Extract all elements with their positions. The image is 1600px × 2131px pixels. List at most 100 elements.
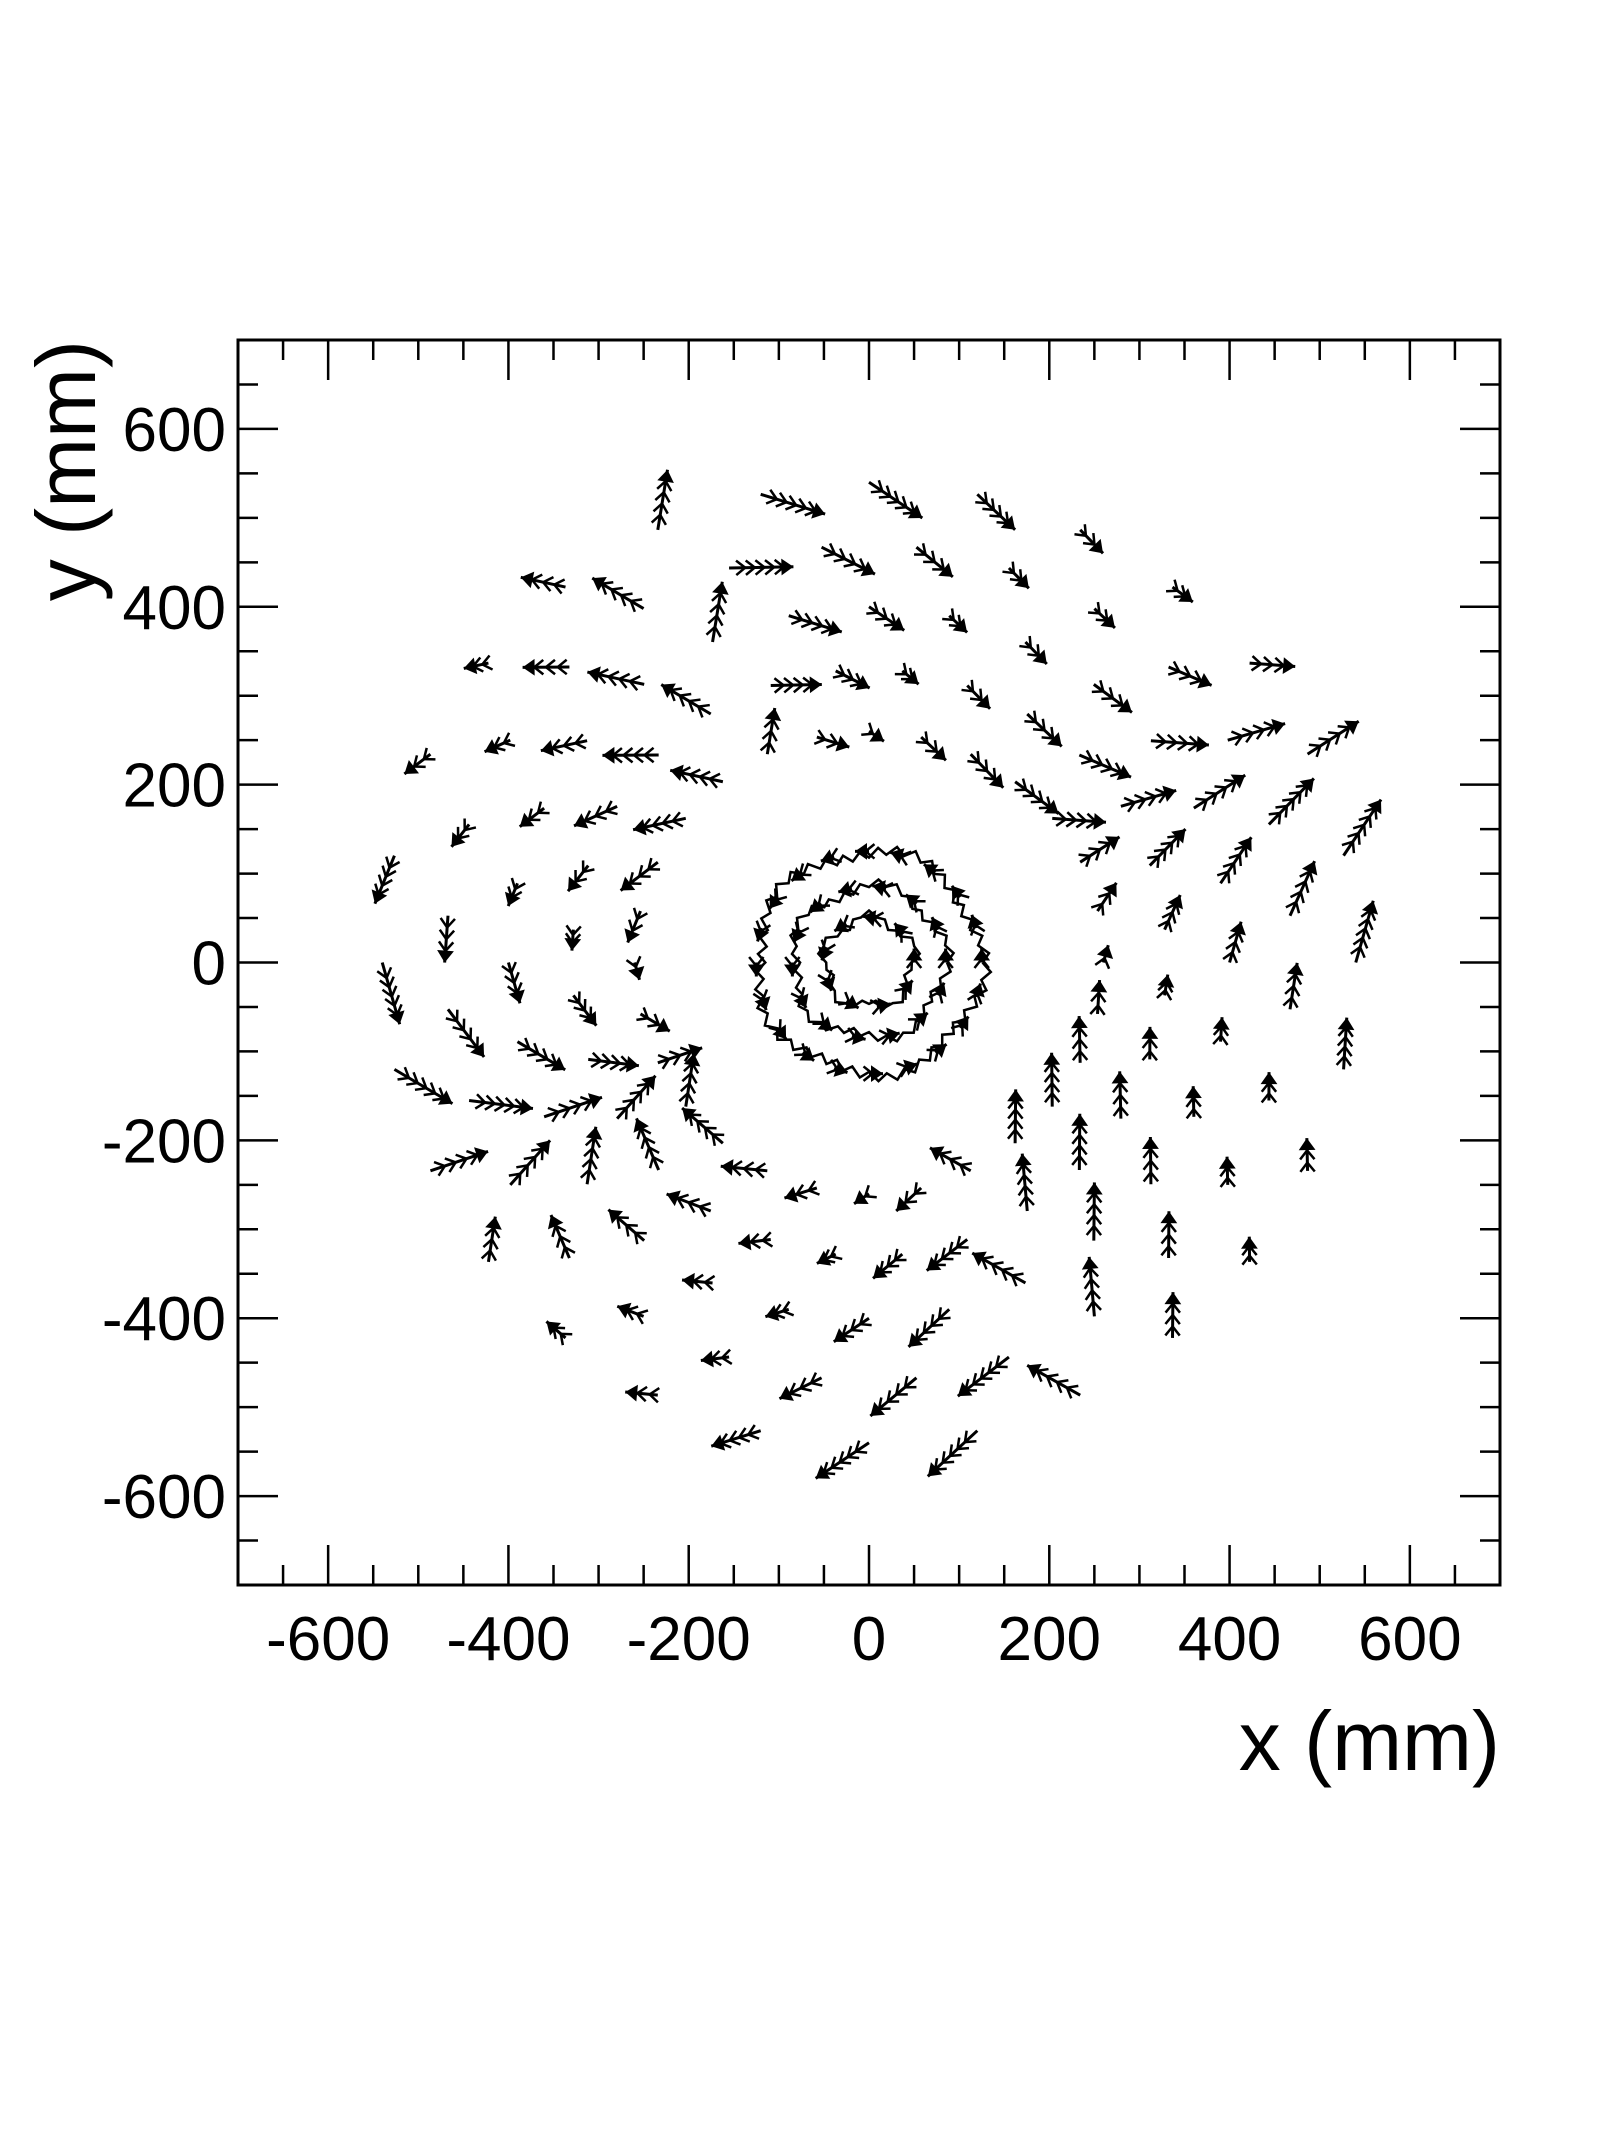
arrow-barb bbox=[839, 1461, 852, 1465]
arrow-barb bbox=[646, 1083, 650, 1096]
arrow-barb bbox=[636, 912, 648, 921]
arrow-barb bbox=[1119, 1082, 1129, 1093]
arrow-head bbox=[908, 1332, 924, 1347]
arrow-barb bbox=[1187, 743, 1199, 752]
arrow-barb bbox=[1105, 758, 1113, 770]
vector-arrow bbox=[1090, 881, 1118, 916]
arrow-head bbox=[967, 914, 984, 929]
arrow-head bbox=[809, 676, 822, 694]
vector-arrow bbox=[522, 658, 570, 676]
arrow-barb bbox=[1212, 1034, 1222, 1045]
arrow-barb bbox=[984, 759, 989, 772]
arrow-barb bbox=[745, 566, 756, 576]
arrow-head bbox=[587, 1093, 602, 1110]
vector-arrow bbox=[545, 1320, 573, 1346]
arrow-barb bbox=[790, 618, 803, 626]
arrow-head bbox=[860, 561, 875, 577]
arrow-barb bbox=[696, 1121, 701, 1133]
arrow-barb bbox=[593, 1136, 602, 1149]
arrow-head bbox=[988, 773, 1004, 788]
arrow-barb bbox=[1036, 1367, 1049, 1373]
inner-vector-arrow bbox=[878, 1027, 901, 1046]
arrow-barb bbox=[574, 733, 584, 745]
arrow-barb bbox=[886, 1390, 892, 1402]
x-axis-label: x (mm) bbox=[1239, 1694, 1500, 1788]
arrow-head bbox=[1367, 799, 1382, 815]
arrow-barb bbox=[1025, 1195, 1035, 1206]
arrow-barb bbox=[738, 1436, 751, 1443]
arrow-barb bbox=[1177, 734, 1189, 745]
arrow-barb bbox=[1286, 973, 1297, 984]
arrow-barb bbox=[1156, 989, 1167, 999]
vector-arrows bbox=[371, 469, 1383, 1480]
arrow-barb bbox=[527, 808, 533, 821]
arrow-barb bbox=[1137, 798, 1147, 810]
arrow-barb bbox=[1119, 1094, 1129, 1105]
arrow-head bbox=[764, 707, 782, 722]
arrow-barb bbox=[1092, 1225, 1103, 1236]
arrow-barb bbox=[1085, 1203, 1096, 1214]
vector-arrow bbox=[1120, 785, 1177, 813]
inner-vector-arrow bbox=[790, 986, 809, 1009]
arrow-barb bbox=[933, 1050, 940, 1062]
arrow-barb bbox=[657, 1053, 670, 1061]
arrow-barb bbox=[466, 1149, 478, 1157]
arrow-head bbox=[474, 1147, 489, 1164]
arrow-barb bbox=[872, 911, 885, 920]
arrow-barb bbox=[597, 673, 607, 685]
arrow-head bbox=[1043, 1052, 1061, 1065]
vector-arrow bbox=[1024, 710, 1063, 748]
arrow-barb bbox=[773, 677, 785, 687]
arrow-barb bbox=[652, 824, 664, 832]
arrow-barb bbox=[881, 1034, 891, 1046]
arrow-head bbox=[388, 1010, 405, 1025]
arrow-barb bbox=[545, 658, 556, 669]
arrow-barb bbox=[687, 1201, 696, 1214]
arrow-head bbox=[929, 1146, 945, 1162]
arrow-barb bbox=[1094, 957, 1106, 966]
vector-arrow bbox=[961, 679, 992, 710]
arrow-barb bbox=[626, 1309, 635, 1321]
inner-vector-arrow bbox=[791, 921, 810, 943]
arrow-barb bbox=[1237, 931, 1244, 944]
arrow-barb bbox=[625, 959, 637, 968]
arrow-barb bbox=[661, 813, 671, 825]
vector-arrow bbox=[508, 1139, 552, 1186]
arrow-barb bbox=[1016, 1174, 1026, 1186]
arrow-barb bbox=[859, 558, 867, 570]
arrow-barb bbox=[1166, 741, 1177, 751]
arrow-barb bbox=[1266, 725, 1276, 737]
arrow-barb bbox=[902, 662, 908, 675]
arrow-barb bbox=[652, 1155, 664, 1164]
arrow-barb bbox=[565, 924, 575, 936]
arrow-head bbox=[894, 923, 909, 938]
arrow-barb bbox=[1142, 1148, 1152, 1159]
arrow-barb bbox=[1234, 941, 1241, 954]
arrow-barb bbox=[901, 495, 908, 508]
inner-vector-arrow bbox=[895, 1059, 918, 1078]
arrow-barb bbox=[510, 877, 517, 890]
arrow-barb bbox=[1347, 832, 1359, 838]
arrow-barb bbox=[421, 1076, 428, 1089]
arrow-barb bbox=[708, 778, 718, 789]
arrow-barb bbox=[1036, 644, 1041, 656]
arrow-barb bbox=[647, 1023, 659, 1028]
arrow-barb bbox=[662, 822, 674, 830]
vector-arrow bbox=[1285, 860, 1318, 917]
arrow-barb bbox=[525, 1165, 529, 1177]
arrow-barb bbox=[384, 998, 396, 1007]
arrow-barb bbox=[1234, 735, 1244, 747]
inner-vector-arrow bbox=[783, 956, 801, 977]
arrow-barb bbox=[1024, 719, 1036, 724]
arrow-barb bbox=[799, 873, 812, 877]
arrow-barb bbox=[633, 746, 644, 757]
inner-vector-arrow bbox=[790, 863, 812, 883]
arrow-barb bbox=[533, 658, 545, 669]
arrow-head bbox=[877, 997, 891, 1015]
arrow-barb bbox=[869, 999, 881, 1007]
arrow-barb bbox=[1147, 855, 1159, 860]
arrow-barb bbox=[1024, 1185, 1034, 1196]
arrow-head bbox=[931, 1044, 947, 1059]
arrow-barb bbox=[518, 1173, 522, 1186]
arrow-barb bbox=[1299, 1149, 1309, 1161]
